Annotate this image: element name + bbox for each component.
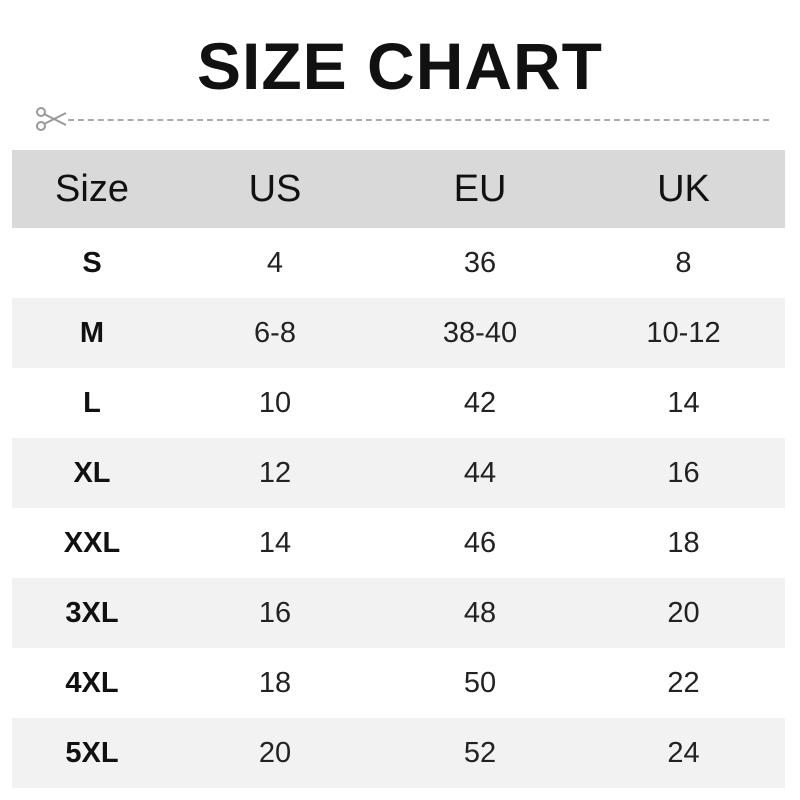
header-uk: UK xyxy=(657,167,710,210)
cut-line xyxy=(34,106,769,132)
scissors-icon xyxy=(36,107,67,131)
cell-us: 10 xyxy=(258,386,292,419)
cell-us: 4 xyxy=(266,246,284,279)
cell-eu: 42 xyxy=(463,386,497,419)
cell-uk: 8 xyxy=(675,246,692,279)
cell-size: M xyxy=(79,316,105,349)
size-table: Size US EU UK S 4 36 8 M 6-8 38-40 10-12 L 10 42 14… xyxy=(12,150,785,788)
cell-eu: 48 xyxy=(463,596,497,629)
cell-size: XXL xyxy=(63,526,121,559)
cell-us: 14 xyxy=(258,526,292,559)
cell-size: 4XL xyxy=(65,666,119,699)
header-us: US xyxy=(248,167,302,210)
cell-uk: 18 xyxy=(667,526,700,559)
cell-eu: 38-40 xyxy=(442,316,518,349)
cell-eu: 50 xyxy=(463,666,497,699)
cell-us: 20 xyxy=(258,736,292,769)
header-eu: EU xyxy=(453,167,507,210)
table-row: 5XL 20 52 24 xyxy=(12,718,785,788)
cell-size: 5XL xyxy=(65,736,119,769)
cell-uk: 10-12 xyxy=(646,316,721,349)
cell-uk: 20 xyxy=(667,596,700,629)
cell-us: 16 xyxy=(258,596,292,629)
cell-us: 18 xyxy=(258,666,292,699)
table-row: XXL 14 46 18 xyxy=(12,508,785,578)
cell-us: 12 xyxy=(258,456,292,489)
table-header-row: Size US EU UK xyxy=(12,150,785,228)
page-title: SIZE CHART xyxy=(197,29,603,103)
table-row: L 10 42 14 xyxy=(12,368,785,438)
table-row: S 4 36 8 xyxy=(12,228,785,298)
table-row: M 6-8 38-40 10-12 xyxy=(12,298,785,368)
cell-us: 6-8 xyxy=(254,316,296,349)
cell-uk: 14 xyxy=(667,386,700,419)
cell-uk: 22 xyxy=(667,666,700,699)
cell-size: 3XL xyxy=(65,596,119,629)
dashed-divider xyxy=(68,119,769,121)
table-row: XL 12 44 16 xyxy=(12,438,785,508)
cell-uk: 16 xyxy=(667,456,700,489)
table-row: 4XL 18 50 22 xyxy=(12,648,785,718)
table-row: 3XL 16 48 20 xyxy=(12,578,785,648)
cell-eu: 46 xyxy=(463,526,497,559)
cell-eu: 52 xyxy=(463,736,497,769)
header-size: Size xyxy=(55,167,129,210)
cell-size: XL xyxy=(73,456,111,489)
cell-eu: 36 xyxy=(463,246,497,279)
cell-eu: 44 xyxy=(463,456,497,489)
cell-size: S xyxy=(82,246,102,279)
cell-size: L xyxy=(83,386,101,419)
cell-uk: 24 xyxy=(667,736,700,769)
